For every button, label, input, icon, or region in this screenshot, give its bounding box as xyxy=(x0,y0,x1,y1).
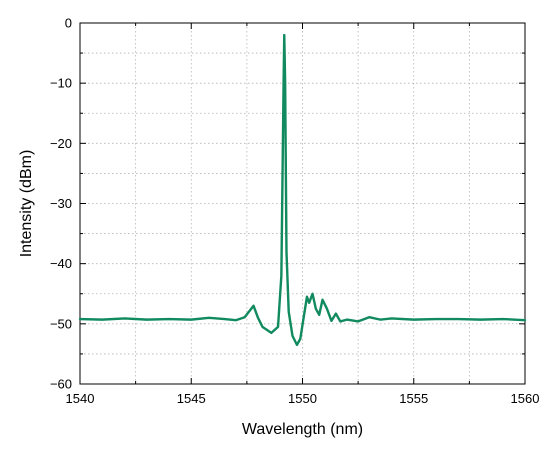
y-tick-label: −10 xyxy=(50,76,72,91)
x-tick-label: 1550 xyxy=(288,391,317,406)
x-tick-label: 1555 xyxy=(399,391,428,406)
y-tick-label: −60 xyxy=(50,377,72,392)
grid xyxy=(80,23,525,384)
x-tick-label: 1545 xyxy=(177,391,206,406)
series-line xyxy=(78,33,527,347)
y-axis-title: Intensity (dBm) xyxy=(18,150,35,258)
y-tick-label: −20 xyxy=(50,136,72,151)
x-tick-label: 1540 xyxy=(66,391,95,406)
y-tick-label: −50 xyxy=(50,316,72,331)
y-tick-label: −30 xyxy=(50,196,72,211)
axis-ticks xyxy=(79,22,526,385)
y-tick-label: 0 xyxy=(65,16,72,31)
y-tick-labels: 0 −10 −20 −30 −40 −50 −60 xyxy=(50,16,72,392)
y-tick-label: −40 xyxy=(50,256,72,271)
x-tick-label: 1560 xyxy=(511,391,540,406)
x-tick-labels: 1540 1545 1550 1555 1560 xyxy=(66,391,540,406)
x-axis-title: Wavelength (nm) xyxy=(242,421,363,438)
